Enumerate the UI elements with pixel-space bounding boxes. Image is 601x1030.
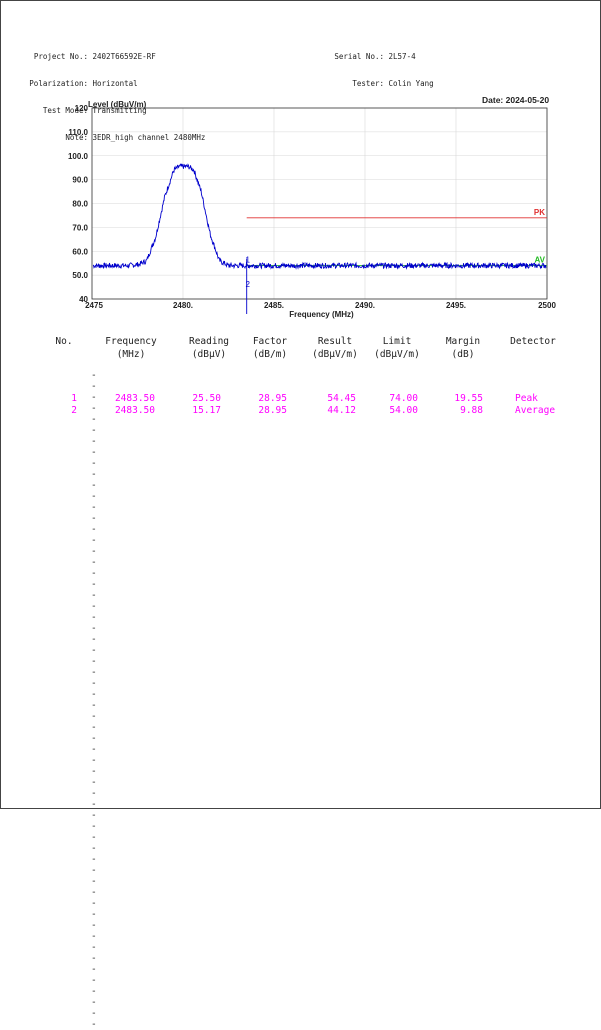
x-tick-label: 2480. bbox=[173, 301, 193, 310]
test-date: Date: 2024-05-20 bbox=[482, 95, 550, 105]
y-tick-label: 50.0 bbox=[72, 271, 88, 280]
table-cell: 74.00 bbox=[389, 393, 418, 404]
column-header: Result bbox=[317, 336, 353, 347]
x-tick-label: 2490. bbox=[355, 301, 375, 310]
column-header: Factor bbox=[252, 336, 288, 347]
marker-label: 1 bbox=[245, 256, 250, 265]
table-cell: Average bbox=[515, 405, 556, 416]
y-tick-label: 80.0 bbox=[72, 200, 88, 209]
table-cell: 19.55 bbox=[454, 393, 483, 404]
spectrum-chart: 40 50.0 60.0 70.0 80.0 90.0 100.0 110.0 120 2475 2… bbox=[68, 100, 556, 319]
column-header: Detector bbox=[510, 336, 556, 347]
info-test-mode: Test Mode: Transmitting bbox=[42, 106, 147, 115]
info-note: Note: 3EDR_high channel 2480MHz bbox=[65, 133, 206, 142]
plot-area bbox=[91, 107, 548, 300]
table-cell: 15.17 bbox=[192, 405, 221, 416]
column-header: Margin bbox=[445, 336, 481, 347]
column-header: No. bbox=[55, 336, 73, 347]
y-tick-label: 60.0 bbox=[72, 247, 88, 256]
table-cell: 9.88 bbox=[460, 405, 483, 416]
column-header: Reading bbox=[188, 336, 230, 347]
y-tick-label: 110.0 bbox=[68, 128, 88, 137]
limit-label-av: AV bbox=[534, 256, 545, 265]
x-tick-label: 2495. bbox=[446, 301, 466, 310]
y-tick-label: 70.0 bbox=[72, 223, 88, 232]
info-tester: Tester: Colin Yang bbox=[352, 79, 434, 88]
table-cell: 2483.50 bbox=[114, 393, 155, 404]
column-unit: (dB) bbox=[451, 349, 475, 360]
table-cell: 1 bbox=[71, 393, 77, 404]
column-header: Limit bbox=[382, 336, 412, 347]
y-tick-label: 40 bbox=[79, 295, 88, 304]
y-tick-label: 100.0 bbox=[68, 152, 89, 161]
y-axis-label: Level (dBuV/m) bbox=[88, 100, 147, 109]
info-polarization: Polarization: Horizontal bbox=[29, 79, 138, 88]
x-tick-label: 2475 bbox=[85, 301, 103, 310]
table-cell: 25.50 bbox=[192, 393, 221, 404]
x-axis-label: Frequency (MHz) bbox=[289, 310, 354, 319]
table-cell: 28.95 bbox=[258, 393, 287, 404]
column-unit: (MHz) bbox=[116, 349, 146, 360]
x-tick-label: 2500 bbox=[538, 301, 556, 310]
marker-label: 2 bbox=[245, 280, 250, 289]
y-tick-label: 120 bbox=[75, 104, 89, 113]
table-cell: 54.45 bbox=[327, 393, 356, 404]
limit-label-pk: PK bbox=[534, 208, 545, 217]
table-cell: 28.95 bbox=[258, 405, 287, 416]
table-cell: 2483.50 bbox=[114, 405, 155, 416]
spectrum-trace bbox=[92, 163, 547, 270]
info-project-no: Project No.: 2402T66592E-RF bbox=[33, 52, 156, 61]
table-divider: ----------------------------------------… bbox=[91, 370, 97, 1030]
table-cell: Peak bbox=[515, 393, 538, 404]
table-cell: 2 bbox=[71, 405, 77, 416]
x-tick-label: 2485. bbox=[264, 301, 284, 310]
column-unit: (dBμV/m) bbox=[374, 349, 420, 360]
info-serial-no: Serial No.: 2L57-4 bbox=[334, 52, 416, 61]
table-cell: 54.00 bbox=[389, 405, 418, 416]
y-tick-label: 90.0 bbox=[72, 176, 88, 185]
column-unit: (dBμV/m) bbox=[312, 349, 358, 360]
column-unit: (dBμV) bbox=[191, 349, 227, 360]
table-cell: 44.12 bbox=[327, 405, 356, 416]
column-header: Frequency bbox=[105, 336, 157, 347]
column-unit: (dB/m) bbox=[252, 349, 288, 360]
test-info-left: Project No.: 2402T66592E-RF Polarization… bbox=[0, 34, 205, 151]
test-info-right: Serial No.: 2L57-4 Tester: Colin Yang bbox=[312, 34, 434, 97]
